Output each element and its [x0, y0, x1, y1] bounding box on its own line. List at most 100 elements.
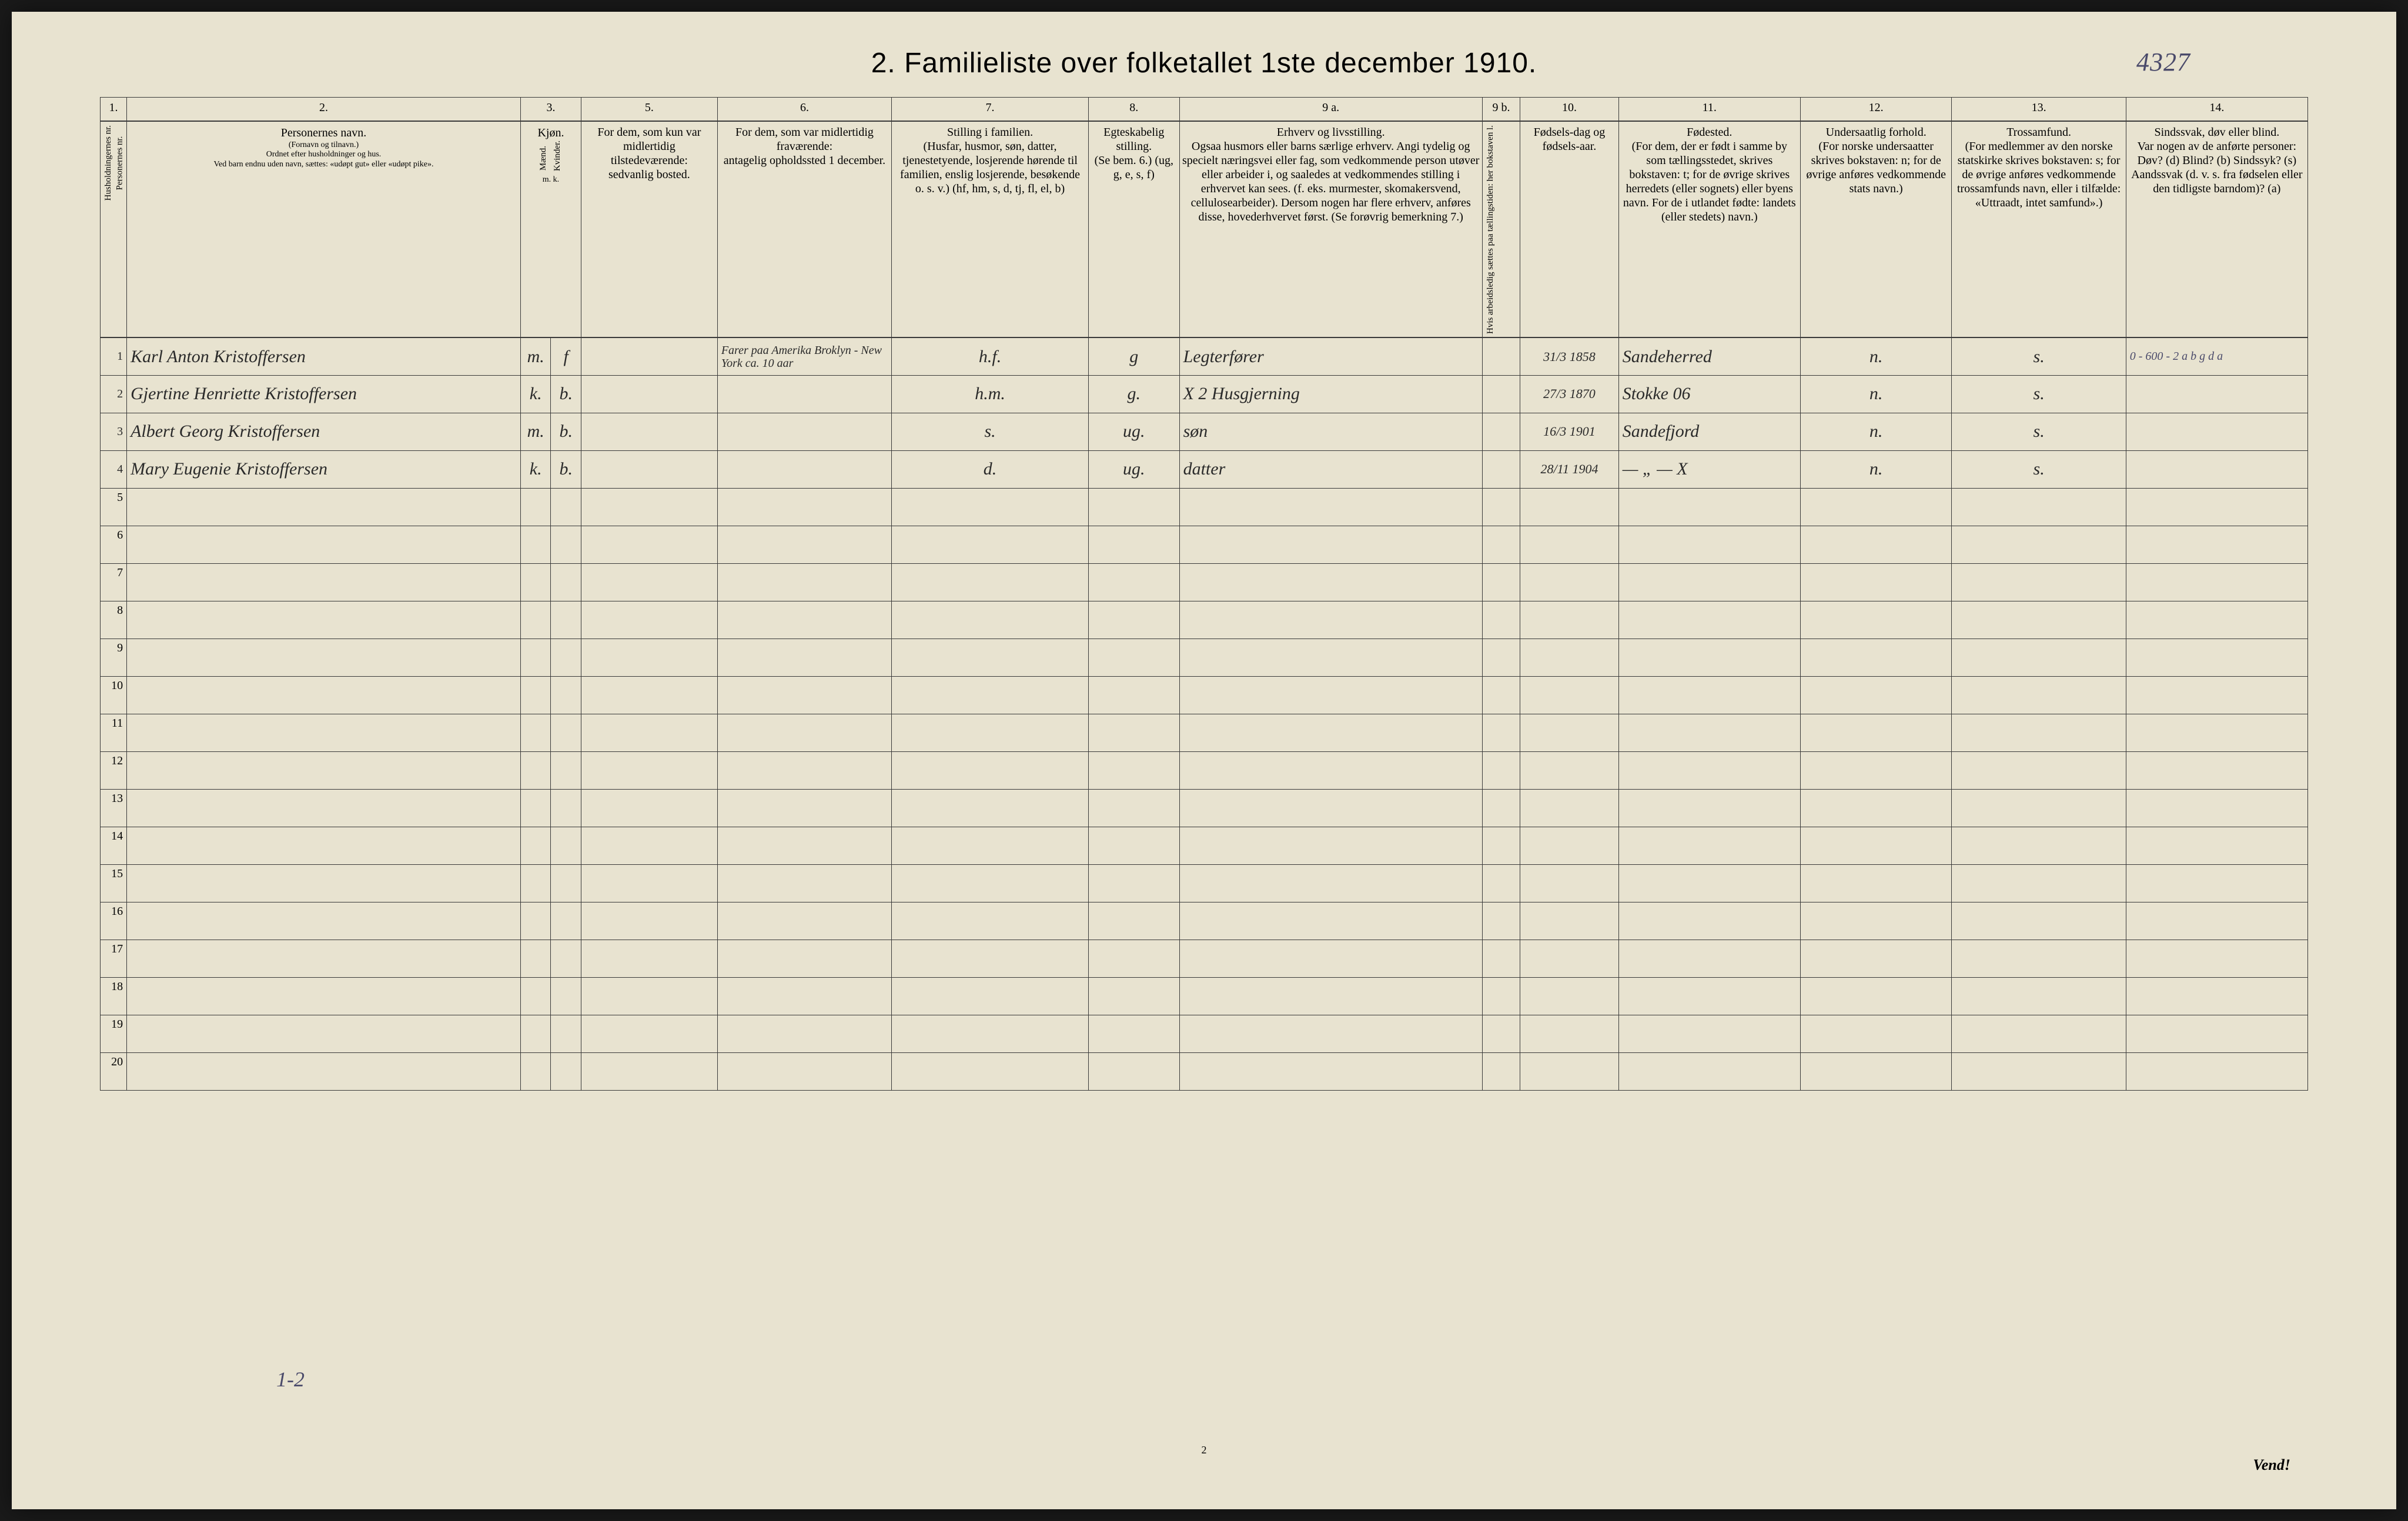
empty-cell — [520, 601, 551, 639]
empty-cell — [1089, 940, 1180, 977]
empty-cell — [1089, 751, 1180, 789]
empty-cell — [1179, 940, 1482, 977]
empty-cell — [1618, 601, 1800, 639]
empty-cell — [1800, 789, 1952, 827]
empty-cell — [1618, 676, 1800, 714]
cell-col5 — [581, 413, 717, 450]
empty-cell — [892, 1015, 1089, 1052]
empty-cell — [892, 1052, 1089, 1090]
table-header: 1. 2. 3. 5. 6. 7. 8. 9 a. 9 b. 10. 11. 1… — [101, 98, 2308, 338]
empty-cell — [2126, 526, 2307, 563]
cell-birthdate: 28/11 1904 — [1520, 450, 1618, 488]
empty-cell — [1952, 827, 2126, 864]
empty-cell: 5 — [101, 488, 127, 526]
empty-cell — [1520, 714, 1618, 751]
cell-birthplace: Sandefjord — [1618, 413, 1800, 450]
empty-cell — [1089, 827, 1180, 864]
empty-cell — [717, 639, 891, 676]
cell-residence: b. — [551, 450, 581, 488]
empty-cell — [581, 864, 717, 902]
empty-cell — [551, 1052, 581, 1090]
table-row-empty: 18 — [101, 977, 2308, 1015]
col-header-6: 6. — [717, 98, 891, 121]
empty-cell: 7 — [101, 563, 127, 601]
empty-cell — [1800, 827, 1952, 864]
empty-cell — [1520, 639, 1618, 676]
empty-cell — [581, 977, 717, 1015]
empty-cell: 20 — [101, 1052, 127, 1090]
row-number: 2 — [101, 375, 127, 413]
empty-cell — [551, 601, 581, 639]
cell-nationality: n. — [1800, 450, 1952, 488]
empty-cell — [1520, 563, 1618, 601]
cell-occupation: søn — [1179, 413, 1482, 450]
empty-cell — [1800, 526, 1952, 563]
table-row-empty: 16 — [101, 902, 2308, 940]
empty-cell — [1952, 902, 2126, 940]
cell-col14: 0 - 600 - 2 a b g d a — [2126, 337, 2307, 375]
empty-cell: 19 — [101, 1015, 127, 1052]
cell-col14 — [2126, 375, 2307, 413]
empty-cell — [1482, 827, 1520, 864]
empty-cell — [1952, 789, 2126, 827]
empty-cell — [1618, 902, 1800, 940]
cell-9b — [1482, 413, 1520, 450]
table-row-empty: 6 — [101, 526, 2308, 563]
empty-cell — [1618, 563, 1800, 601]
empty-cell — [127, 827, 521, 864]
empty-cell — [1482, 940, 1520, 977]
cell-name: Karl Anton Kristoffersen — [127, 337, 521, 375]
empty-cell — [892, 789, 1089, 827]
empty-cell — [717, 789, 891, 827]
empty-cell — [1520, 526, 1618, 563]
empty-cell — [1520, 1015, 1618, 1052]
empty-cell — [127, 563, 521, 601]
empty-cell — [1179, 751, 1482, 789]
empty-cell — [551, 940, 581, 977]
empty-cell — [1520, 827, 1618, 864]
cell-col14 — [2126, 450, 2307, 488]
empty-cell — [551, 827, 581, 864]
empty-cell — [892, 751, 1089, 789]
col-header-2: 2. — [127, 98, 521, 121]
empty-cell — [1089, 1052, 1180, 1090]
page-title: 2. Familieliste over folketallet 1ste de… — [871, 48, 1537, 79]
handwritten-id: 4327 — [2136, 47, 2190, 77]
empty-cell — [1520, 977, 1618, 1015]
empty-cell — [127, 902, 521, 940]
empty-cell — [1482, 1015, 1520, 1052]
empty-cell — [1179, 488, 1482, 526]
cell-occupation: datter — [1179, 450, 1482, 488]
cell-col14 — [2126, 413, 2307, 450]
empty-cell — [1800, 1052, 1952, 1090]
cell-family-position: d. — [892, 450, 1089, 488]
page-title-container: 2. Familieliste over folketallet 1ste de… — [100, 47, 2308, 79]
col-header-9a: 9 a. — [1179, 98, 1482, 121]
column-description-row: Husholdningernes nr. Personernes nr. Per… — [101, 121, 2308, 338]
empty-cell — [2126, 789, 2307, 827]
cell-sex: m. — [520, 337, 551, 375]
empty-cell — [1179, 864, 1482, 902]
empty-cell: 8 — [101, 601, 127, 639]
empty-cell — [1800, 751, 1952, 789]
cell-occupation: X 2 Husgjerning — [1179, 375, 1482, 413]
cell-col6 — [717, 413, 891, 450]
empty-cell: 15 — [101, 864, 127, 902]
empty-cell — [551, 751, 581, 789]
empty-cell — [1482, 676, 1520, 714]
empty-cell — [1089, 563, 1180, 601]
empty-cell — [1520, 864, 1618, 902]
col-header-7: 7. — [892, 98, 1089, 121]
empty-cell — [1089, 639, 1180, 676]
empty-cell — [581, 639, 717, 676]
empty-cell — [1952, 1015, 2126, 1052]
empty-cell — [1800, 977, 1952, 1015]
empty-cell — [127, 714, 521, 751]
empty-cell — [717, 676, 891, 714]
cell-col5 — [581, 450, 717, 488]
empty-cell — [1089, 714, 1180, 751]
empty-cell — [717, 827, 891, 864]
cell-religion: s. — [1952, 337, 2126, 375]
empty-cell — [1618, 940, 1800, 977]
empty-cell — [581, 714, 717, 751]
